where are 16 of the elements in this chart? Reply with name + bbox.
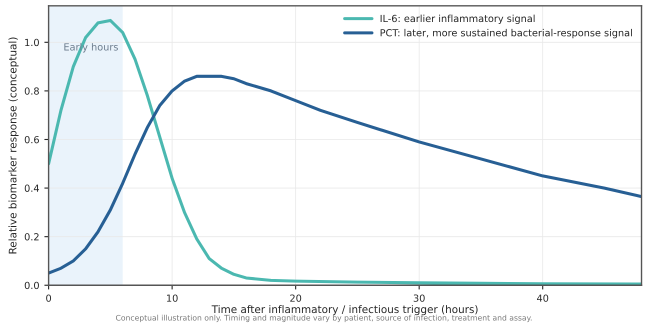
line-series bbox=[48, 74, 642, 275]
y-tick-label: 0.4 bbox=[24, 184, 40, 192]
y-tick-label: 1.0 bbox=[25, 38, 39, 46]
x-tick-label: 0 bbox=[46, 294, 52, 302]
legend-label: PCT: later, more sustained bacterial-response signal bbox=[380, 28, 632, 38]
x-axis-title: Time after inflammatory / infectious trigger (hours) bbox=[212, 305, 478, 316]
y-tick-label: 0.6 bbox=[24, 136, 39, 144]
y-tick-label: 0.0 bbox=[24, 282, 39, 290]
x-tick-label: 10 bbox=[167, 294, 178, 302]
y-axis-title: Relative biomarker response (conceptual) bbox=[8, 38, 19, 254]
x-tick-label: 30 bbox=[414, 294, 425, 302]
x-tick-label: 40 bbox=[536, 294, 548, 302]
y-tick-label: 0.2 bbox=[24, 233, 39, 240]
x-tick-label: 20 bbox=[290, 294, 302, 302]
y-tick-label: 0.8 bbox=[24, 87, 39, 95]
legend-label: IL-6: earlier inflammatory signal bbox=[380, 14, 535, 24]
